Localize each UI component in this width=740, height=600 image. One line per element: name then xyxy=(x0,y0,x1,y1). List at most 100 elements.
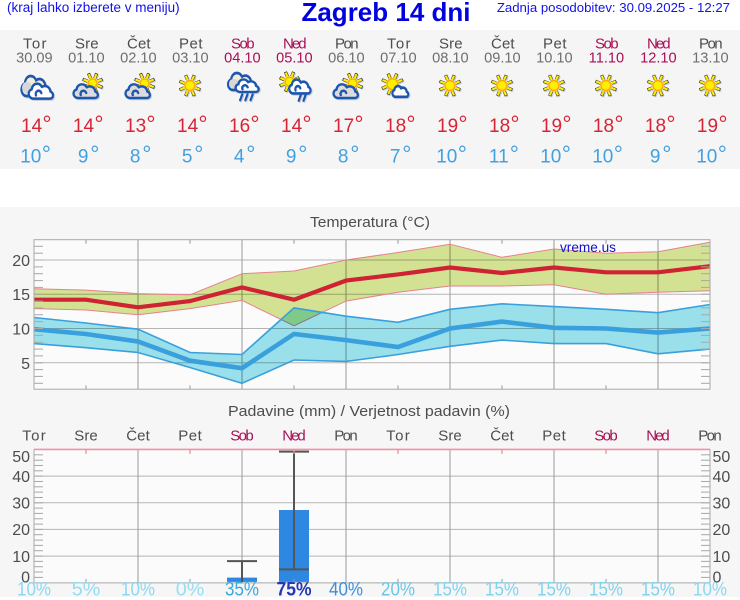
svg-text:10: 10 xyxy=(20,146,41,167)
svg-text:50: 50 xyxy=(12,449,30,466)
svg-text:Pet: Pet xyxy=(543,36,567,53)
svg-text:04.10: 04.10 xyxy=(224,50,261,66)
svg-text:10: 10 xyxy=(436,146,457,167)
svg-text:Sob: Sob xyxy=(594,427,618,444)
svg-text:°: ° xyxy=(458,141,467,167)
svg-text:7: 7 xyxy=(390,146,401,167)
svg-text:°: ° xyxy=(614,111,623,137)
svg-text:Sre: Sre xyxy=(439,36,463,53)
svg-text:40%: 40% xyxy=(329,578,363,600)
svg-text:07.10: 07.10 xyxy=(380,50,417,66)
svg-text:14: 14 xyxy=(177,116,199,137)
svg-text:Sob: Sob xyxy=(230,427,254,444)
svg-text:5%: 5% xyxy=(72,578,101,600)
svg-text:15%: 15% xyxy=(433,578,467,600)
svg-text:10: 10 xyxy=(540,146,561,167)
svg-text:11: 11 xyxy=(489,146,509,167)
svg-text:Pon: Pon xyxy=(698,427,722,444)
svg-text:Čet: Čet xyxy=(126,427,150,444)
svg-text:°: ° xyxy=(510,141,519,167)
svg-text:vreme.us: vreme.us xyxy=(560,239,616,255)
svg-text:40: 40 xyxy=(12,469,30,486)
svg-text:10: 10 xyxy=(713,549,731,566)
svg-text:50: 50 xyxy=(713,449,731,466)
svg-text:10%: 10% xyxy=(121,578,155,600)
svg-text:20: 20 xyxy=(12,253,30,270)
svg-text:°: ° xyxy=(146,111,155,137)
svg-text:12.10: 12.10 xyxy=(640,50,677,66)
svg-text:°: ° xyxy=(718,141,727,167)
svg-text:Pet: Pet xyxy=(542,427,566,444)
svg-text:Sob: Sob xyxy=(595,36,619,53)
svg-text:Čet: Čet xyxy=(491,36,515,53)
svg-text:14: 14 xyxy=(73,116,95,137)
svg-text:18: 18 xyxy=(645,116,666,137)
svg-text:°: ° xyxy=(406,111,415,137)
svg-text:10: 10 xyxy=(592,146,613,167)
svg-text:0: 0 xyxy=(713,570,722,587)
svg-text:Ned: Ned xyxy=(647,36,671,53)
svg-text:°: ° xyxy=(42,141,51,167)
svg-text:20: 20 xyxy=(713,522,731,539)
svg-text:06.10: 06.10 xyxy=(328,50,365,66)
svg-text:°: ° xyxy=(614,141,623,167)
svg-text:10: 10 xyxy=(12,549,30,566)
svg-text:5: 5 xyxy=(182,146,193,167)
svg-text:Čet: Čet xyxy=(127,36,151,53)
svg-text:°: ° xyxy=(662,141,671,167)
svg-text:17: 17 xyxy=(333,116,354,137)
svg-text:10.10: 10.10 xyxy=(536,50,573,66)
svg-text:15%: 15% xyxy=(485,578,519,600)
svg-text:14: 14 xyxy=(281,116,303,137)
svg-text:15%: 15% xyxy=(537,578,571,600)
svg-text:30.09: 30.09 xyxy=(16,50,53,66)
svg-text:5: 5 xyxy=(21,356,30,373)
svg-text:35%: 35% xyxy=(225,578,259,600)
svg-text:4: 4 xyxy=(234,146,245,167)
svg-text:°: ° xyxy=(718,111,727,137)
svg-text:18: 18 xyxy=(593,116,614,137)
svg-text:°: ° xyxy=(350,141,359,167)
svg-text:°: ° xyxy=(402,141,411,167)
svg-text:°: ° xyxy=(302,111,311,137)
svg-text:°: ° xyxy=(666,111,675,137)
svg-text:°: ° xyxy=(250,111,259,137)
svg-text:19: 19 xyxy=(697,116,718,137)
svg-text:10%: 10% xyxy=(17,578,51,600)
svg-text:14: 14 xyxy=(21,116,43,137)
svg-text:°: ° xyxy=(194,141,203,167)
svg-text:18: 18 xyxy=(385,116,406,137)
svg-text:Temperatura (°C): Temperatura (°C) xyxy=(310,214,430,231)
svg-text:Ned: Ned xyxy=(282,427,306,444)
svg-text:°: ° xyxy=(42,111,51,137)
svg-text:15%: 15% xyxy=(589,578,623,600)
svg-text:75%: 75% xyxy=(277,578,312,600)
svg-text:°: ° xyxy=(354,111,363,137)
svg-text:13: 13 xyxy=(125,116,146,137)
svg-text:°: ° xyxy=(458,111,467,137)
svg-text:10%: 10% xyxy=(693,578,727,600)
svg-text:19: 19 xyxy=(437,116,458,137)
svg-text:°: ° xyxy=(562,111,571,137)
svg-text:13.10: 13.10 xyxy=(692,50,729,66)
svg-text:30: 30 xyxy=(12,496,30,513)
svg-text:Pon: Pon xyxy=(334,427,358,444)
svg-text:30: 30 xyxy=(713,496,731,513)
svg-text:Sre: Sre xyxy=(438,427,462,444)
svg-text:Pon: Pon xyxy=(699,36,723,53)
svg-text:01.10: 01.10 xyxy=(68,50,105,66)
svg-text:°: ° xyxy=(90,141,99,167)
svg-text:Tor: Tor xyxy=(387,36,411,53)
svg-text:Čet: Čet xyxy=(490,427,514,444)
svg-text:°: ° xyxy=(510,111,519,137)
svg-text:Tor: Tor xyxy=(22,427,46,444)
svg-text:0: 0 xyxy=(21,570,30,587)
svg-text:15: 15 xyxy=(12,287,30,304)
svg-text:10: 10 xyxy=(696,146,717,167)
svg-text:°: ° xyxy=(94,111,103,137)
svg-text:18: 18 xyxy=(489,116,510,137)
svg-text:Sob: Sob xyxy=(231,36,254,53)
svg-text:Pon: Pon xyxy=(335,36,359,53)
svg-text:Pet: Pet xyxy=(178,427,202,444)
svg-text:Tor: Tor xyxy=(23,36,47,53)
